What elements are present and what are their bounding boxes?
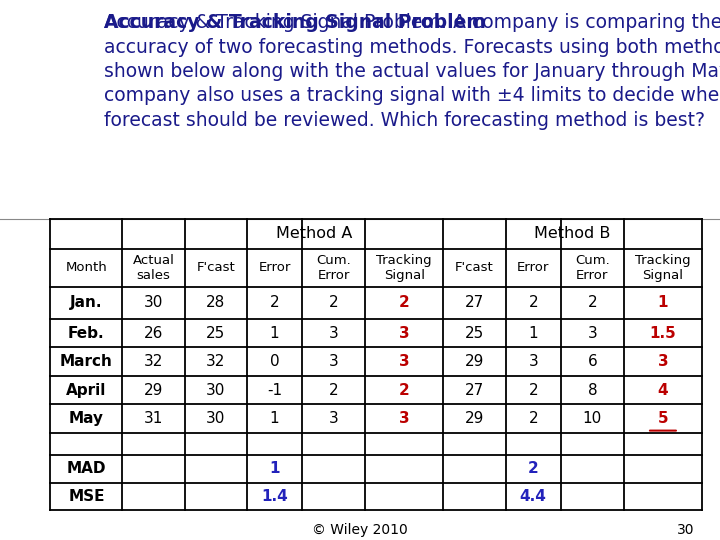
Text: 10: 10 xyxy=(582,411,602,426)
Text: Feb.: Feb. xyxy=(68,326,104,341)
Text: Accuracy & Tracking Signal Problem: Accuracy & Tracking Signal Problem xyxy=(104,14,486,32)
Text: March: March xyxy=(60,354,113,369)
Text: 3: 3 xyxy=(329,326,338,341)
Text: 3: 3 xyxy=(399,354,410,369)
Text: F'cast: F'cast xyxy=(455,261,494,274)
Text: 3: 3 xyxy=(399,411,410,426)
Text: 4: 4 xyxy=(657,383,668,397)
Text: 2: 2 xyxy=(528,461,539,476)
Text: 2: 2 xyxy=(528,411,538,426)
Text: 3: 3 xyxy=(528,354,538,369)
Text: 1: 1 xyxy=(269,461,280,476)
Text: Month: Month xyxy=(66,261,107,274)
Text: 27: 27 xyxy=(465,383,484,397)
Text: 3: 3 xyxy=(399,326,410,341)
Text: Tracking
Signal: Tracking Signal xyxy=(377,254,432,282)
Text: 25: 25 xyxy=(465,326,484,341)
Text: 30: 30 xyxy=(678,523,695,537)
Text: 0: 0 xyxy=(270,354,279,369)
Text: 2: 2 xyxy=(399,383,410,397)
Text: 29: 29 xyxy=(464,354,484,369)
Text: Accuracy & Tracking Signal Problem: A company is comparing the
accuracy of two f: Accuracy & Tracking Signal Problem: A co… xyxy=(104,14,720,130)
Text: 29: 29 xyxy=(464,411,484,426)
Text: 30: 30 xyxy=(144,295,163,310)
Text: 31: 31 xyxy=(144,411,163,426)
Text: 1: 1 xyxy=(270,326,279,341)
Text: 29: 29 xyxy=(144,383,163,397)
Text: 30: 30 xyxy=(206,411,225,426)
Text: Method B: Method B xyxy=(534,226,611,241)
Text: 2: 2 xyxy=(270,295,279,310)
Text: 4.4: 4.4 xyxy=(520,489,546,504)
Text: 3: 3 xyxy=(657,354,668,369)
Text: Error: Error xyxy=(258,261,291,274)
Text: 1.5: 1.5 xyxy=(649,326,676,341)
Text: 5: 5 xyxy=(657,411,668,426)
Text: Error: Error xyxy=(517,261,549,274)
Text: 25: 25 xyxy=(206,326,225,341)
Text: 1: 1 xyxy=(657,295,668,310)
Text: May: May xyxy=(69,411,104,426)
Text: 30: 30 xyxy=(206,383,225,397)
Text: Tracking
Signal: Tracking Signal xyxy=(635,254,690,282)
Text: 6: 6 xyxy=(588,354,598,369)
Text: 32: 32 xyxy=(144,354,163,369)
Text: 8: 8 xyxy=(588,383,597,397)
Text: April: April xyxy=(66,383,107,397)
Text: 1.4: 1.4 xyxy=(261,489,288,504)
Text: Cum.
Error: Cum. Error xyxy=(575,254,610,282)
Text: Cum.
Error: Cum. Error xyxy=(316,254,351,282)
Text: 28: 28 xyxy=(206,295,225,310)
Text: 32: 32 xyxy=(206,354,225,369)
Text: -1: -1 xyxy=(267,383,282,397)
Text: 2: 2 xyxy=(528,383,538,397)
Text: 2: 2 xyxy=(588,295,597,310)
Text: 2: 2 xyxy=(329,383,338,397)
Text: 1: 1 xyxy=(528,326,538,341)
Text: 2: 2 xyxy=(329,295,338,310)
Text: 2: 2 xyxy=(528,295,538,310)
Text: © Wiley 2010: © Wiley 2010 xyxy=(312,523,408,537)
Text: F'cast: F'cast xyxy=(197,261,235,274)
Text: 3: 3 xyxy=(329,411,338,426)
Text: 3: 3 xyxy=(588,326,598,341)
Text: 2: 2 xyxy=(399,295,410,310)
Text: 1: 1 xyxy=(270,411,279,426)
Text: Method A: Method A xyxy=(276,226,352,241)
Text: 27: 27 xyxy=(465,295,484,310)
Text: MAD: MAD xyxy=(67,461,106,476)
Text: Jan.: Jan. xyxy=(70,295,103,310)
Text: MSE: MSE xyxy=(68,489,104,504)
Text: 3: 3 xyxy=(329,354,338,369)
Text: 26: 26 xyxy=(144,326,163,341)
Text: Actual
sales: Actual sales xyxy=(132,254,174,282)
